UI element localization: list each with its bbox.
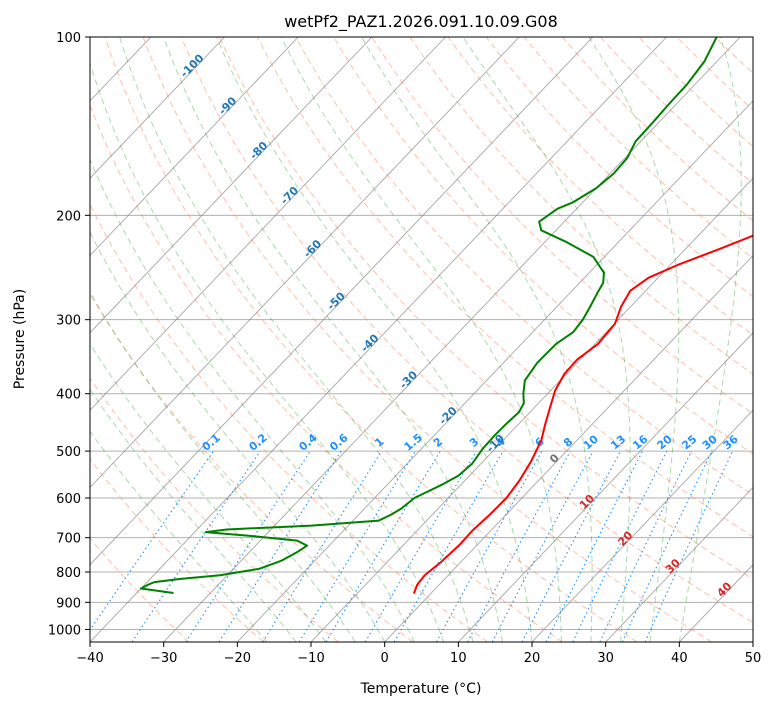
moist-adiabat-line xyxy=(216,37,533,642)
x-tick-label: −40 xyxy=(76,651,103,666)
isotherm-line xyxy=(90,37,225,179)
moist-adiabat-line xyxy=(90,388,297,642)
dry-adiabat-line xyxy=(218,37,753,580)
mixing-ratio-line xyxy=(185,450,311,642)
isotherm-line xyxy=(605,486,753,642)
mixing-ratio-line xyxy=(467,450,571,642)
moist-adiabat-line xyxy=(90,342,327,642)
isotherm-line xyxy=(163,37,741,642)
moist-adiabat-line xyxy=(90,291,356,642)
y-tick-label: 300 xyxy=(56,314,81,329)
x-tick-label: 40 xyxy=(671,651,688,666)
x-tick-label: 0 xyxy=(381,651,389,666)
isotherm-line xyxy=(90,37,299,257)
mixing-ratio-line xyxy=(218,450,342,642)
isotherm-line xyxy=(384,254,753,642)
moist-adiabat-line xyxy=(90,231,386,642)
mixing-ratio-line xyxy=(262,450,383,642)
dry-adiabat-line xyxy=(371,37,753,415)
isotherm-line xyxy=(90,37,594,566)
moist-adiabat-line xyxy=(280,37,562,642)
y-tick-label: 800 xyxy=(56,566,81,581)
dry-adiabat-line xyxy=(90,292,414,642)
mixing-ratio-line xyxy=(644,450,734,642)
mixing-ratio-line xyxy=(90,450,214,631)
isotherm-line xyxy=(90,37,446,411)
moist-adiabat-line xyxy=(361,37,593,642)
dry-adiabat-line xyxy=(485,37,753,298)
plot-frame xyxy=(89,36,754,643)
x-tick-label: 50 xyxy=(745,651,762,666)
x-tick-label: 30 xyxy=(597,651,614,666)
x-tick-label: −10 xyxy=(297,651,324,666)
moist-adiabat-line xyxy=(462,37,631,642)
moist-adiabat-line xyxy=(678,37,742,642)
isotherm-line xyxy=(90,37,373,334)
dry-adiabat-line xyxy=(409,37,753,375)
moist-adiabat-line xyxy=(90,430,268,642)
y-tick-label: 1000 xyxy=(48,623,81,638)
dry-adiabat-line xyxy=(90,104,563,642)
mixing-ratio-line xyxy=(491,450,594,642)
chart-title: wetPf2_PAZ1.2026.091.10.09.G08 xyxy=(284,12,558,32)
isotherm-line xyxy=(458,332,753,642)
isotherm-line xyxy=(237,100,753,642)
dry-adiabat-line xyxy=(638,37,753,148)
y-axis-label: Pressure (hPa) xyxy=(12,289,28,389)
x-axis-label: Temperature (°C) xyxy=(360,681,482,697)
dry-adiabat-line xyxy=(180,37,753,623)
y-tick-label: 400 xyxy=(56,388,81,403)
moist-adiabat-line xyxy=(163,37,504,642)
dry-adiabat-line xyxy=(600,37,753,185)
moist-adiabat-line xyxy=(90,61,445,642)
plot-area: 0.1 0.2 0.4 0.6 1 1.5 2 3 4 6 8 10 13 16 20 25 30 36-100-… xyxy=(90,37,753,642)
dry-adiabat-line xyxy=(447,37,753,336)
x-tick-label: −20 xyxy=(224,651,251,666)
x-tick-label: 10 xyxy=(450,651,467,666)
moist-adiabat-line xyxy=(588,37,680,642)
y-tick-label: 700 xyxy=(56,532,81,547)
x-tick-label: 20 xyxy=(524,651,541,666)
mixing-ratio-line xyxy=(572,450,668,642)
y-tick-label: 500 xyxy=(56,445,81,460)
dry-adiabat-line xyxy=(295,37,753,496)
dewpoint-profile-line xyxy=(139,37,718,595)
temperature-profile-line xyxy=(412,234,753,594)
dry-adiabat-line xyxy=(90,458,264,642)
mixing-ratio-line xyxy=(131,450,261,642)
axis-ticks: −40 −30 −20 −10 0 10 20 30 40 50 100 200 300 400 500 60… xyxy=(48,31,761,666)
mixing-ratio-line xyxy=(298,450,416,642)
y-tick-label: 600 xyxy=(56,492,81,507)
isotherm-line xyxy=(531,409,753,642)
dry-adiabat-line xyxy=(333,37,753,455)
isotherm-line xyxy=(90,37,520,489)
moist-adiabat-line xyxy=(119,37,474,642)
dry-adiabat-line xyxy=(104,37,638,642)
y-tick-label: 100 xyxy=(56,31,81,46)
mixing-ratio-line xyxy=(621,450,713,642)
x-tick-label: −30 xyxy=(150,651,177,666)
mixing-ratio-line xyxy=(325,450,441,642)
mixing-ratio-line xyxy=(599,450,693,642)
isotherm-line xyxy=(90,37,667,642)
y-tick-label: 200 xyxy=(56,209,81,224)
y-tick-label: 900 xyxy=(56,596,81,611)
mixing-ratio-line xyxy=(364,450,477,642)
dry-adiabat-line xyxy=(142,37,713,642)
dry-adiabat-line xyxy=(90,377,339,642)
